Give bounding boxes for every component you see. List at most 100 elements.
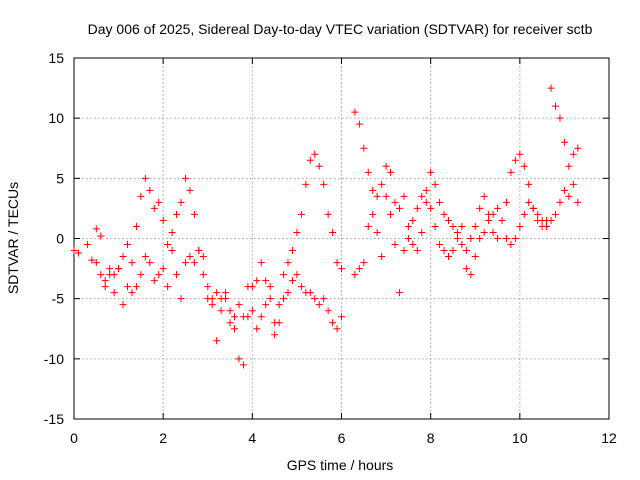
data-point [226, 319, 234, 327]
data-point [413, 204, 421, 212]
data-point [413, 247, 421, 255]
data-point [520, 210, 528, 218]
data-point [186, 253, 194, 261]
data-point [453, 228, 461, 236]
data-point [150, 277, 158, 285]
data-point [320, 180, 328, 188]
data-point [458, 222, 466, 230]
data-point [569, 150, 577, 158]
data-point [333, 325, 341, 333]
data-point [235, 301, 243, 309]
data-point [177, 295, 185, 303]
data-point [511, 235, 519, 242]
data-point [132, 222, 140, 230]
data-point [494, 204, 502, 212]
data-point [436, 241, 444, 249]
data-point [173, 210, 181, 218]
data-point [507, 241, 515, 249]
data-point [467, 271, 475, 279]
data-point [275, 319, 283, 327]
data-point [155, 198, 163, 206]
data-point [320, 295, 328, 303]
data-point [427, 204, 435, 212]
data-point [382, 192, 390, 200]
data-point [83, 241, 91, 249]
data-point [471, 222, 479, 230]
data-point [266, 283, 274, 291]
data-point [445, 253, 452, 261]
data-point [213, 289, 221, 297]
data-point [141, 174, 149, 182]
data-point [315, 162, 323, 170]
data-point [351, 108, 359, 116]
data-point [543, 222, 551, 230]
data-point [502, 235, 510, 242]
data-point [88, 256, 96, 264]
data-point [422, 186, 430, 194]
data-point [213, 337, 221, 345]
data-point [431, 222, 439, 230]
data-point [168, 228, 176, 236]
data-point [208, 301, 216, 309]
data-point [137, 192, 145, 200]
data-point [467, 235, 475, 242]
data-point [431, 180, 439, 188]
data-point [284, 259, 292, 267]
data-point [248, 307, 256, 315]
data-point [395, 289, 403, 297]
data-point [217, 307, 225, 315]
data-point [146, 186, 154, 194]
data-point [511, 156, 519, 164]
y-tick-label: 0 [56, 231, 64, 247]
data-point [293, 228, 301, 236]
data-point [115, 265, 123, 273]
data-point [449, 247, 457, 255]
data-point [311, 150, 319, 158]
data-point [355, 265, 363, 273]
data-point [257, 313, 265, 321]
data-point [244, 283, 252, 291]
data-point [315, 301, 323, 309]
data-point [70, 247, 78, 255]
x-tick-label: 8 [427, 430, 435, 446]
data-point [547, 216, 555, 224]
data-point [235, 355, 243, 363]
data-point [378, 253, 386, 261]
data-point [502, 198, 510, 206]
data-point [324, 307, 332, 315]
data-point [418, 228, 426, 236]
data-point [364, 168, 372, 176]
x-tick-label: 0 [70, 430, 78, 446]
data-point [199, 253, 207, 261]
data-point [262, 277, 270, 285]
data-point [253, 277, 261, 285]
data-point [494, 235, 502, 242]
data-point [181, 174, 189, 182]
data-point [480, 228, 488, 236]
data-point [119, 253, 127, 261]
data-point [106, 265, 114, 273]
data-point [222, 289, 230, 297]
data-point [471, 253, 479, 261]
y-tick-label: -10 [44, 351, 64, 367]
data-point [110, 289, 118, 297]
data-point [150, 204, 158, 212]
data-point [338, 313, 345, 321]
data-point [271, 331, 279, 339]
data-point [560, 186, 568, 194]
data-point [520, 162, 528, 170]
y-tick-label: 5 [56, 170, 64, 186]
data-point [226, 307, 234, 315]
data-point [556, 198, 564, 206]
data-point [253, 325, 261, 333]
data-point [351, 271, 359, 279]
data-point [262, 301, 270, 309]
data-point [462, 247, 470, 255]
data-point [476, 204, 484, 212]
data-point [168, 247, 176, 255]
data-point [355, 120, 363, 128]
data-point [462, 265, 470, 273]
data-point [360, 259, 368, 267]
data-point [74, 249, 82, 257]
